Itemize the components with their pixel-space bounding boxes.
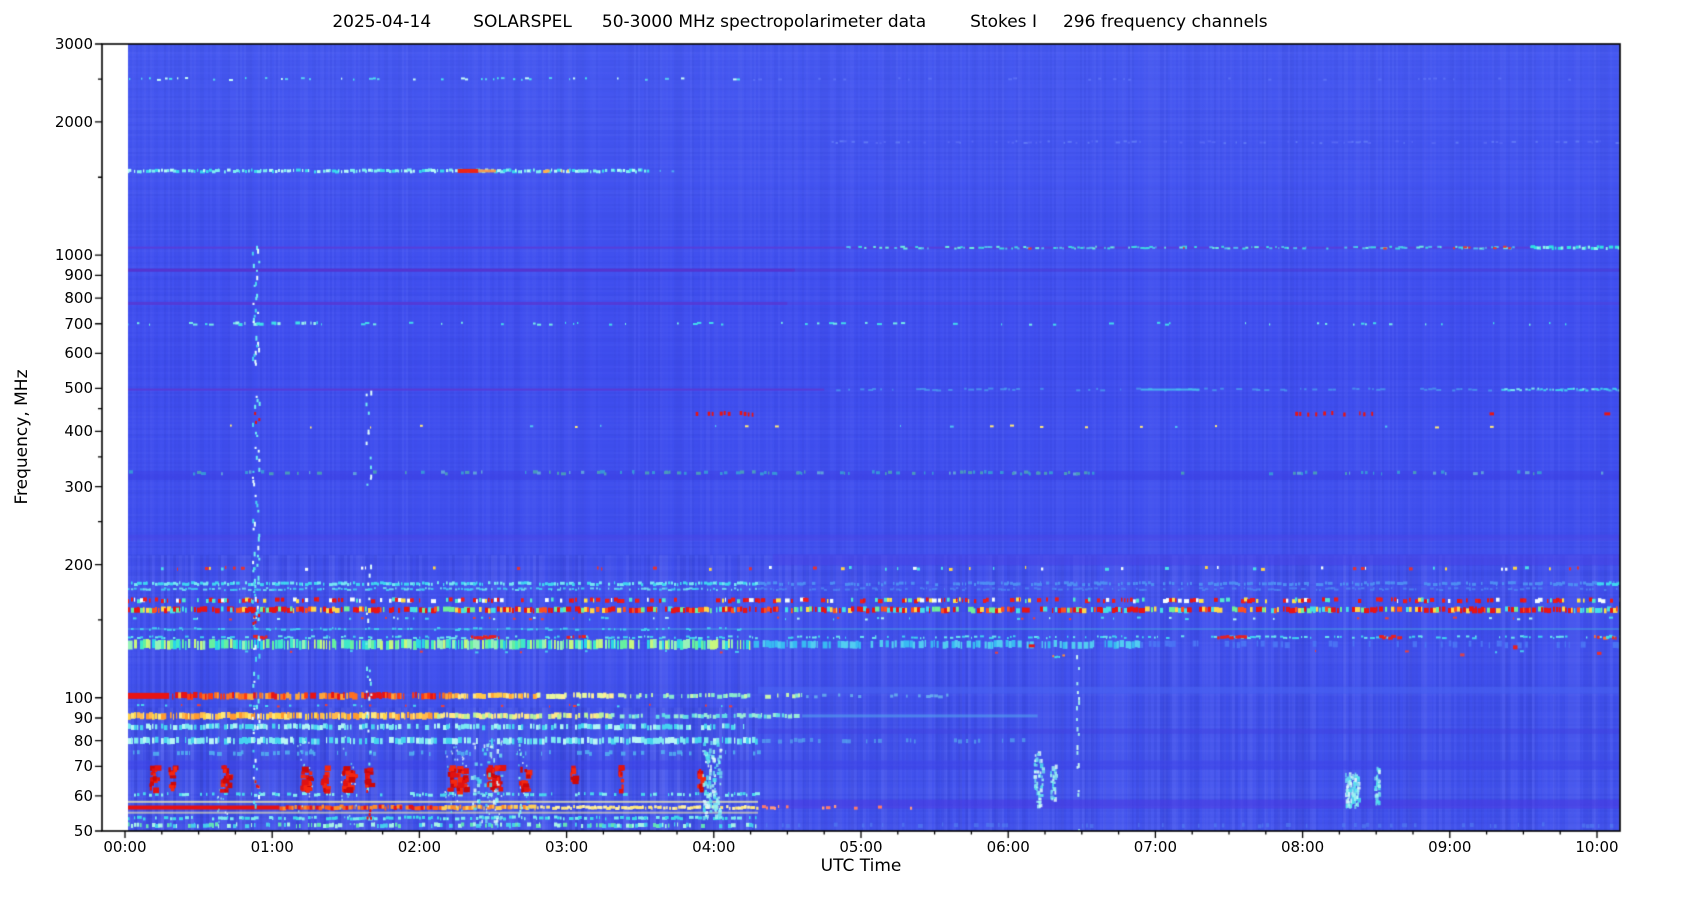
y-tick-label: 400 (64, 422, 93, 441)
title-stokes: Stokes I (970, 12, 1037, 32)
x-tick-label: 06:00 (986, 838, 1030, 856)
y-tick-label: 300 (64, 477, 93, 496)
x-tick-label: 07:00 (1133, 838, 1177, 856)
title-date: 2025-04-14 (332, 12, 432, 32)
y-tick-label: 50 (73, 822, 93, 840)
title-description: 50-3000 MHz spectropolarimeter data (601, 12, 927, 32)
x-tick-label: 08:00 (1280, 838, 1325, 856)
x-tick-label: 02:00 (397, 838, 441, 856)
y-tick-label: 80 (73, 731, 93, 750)
x-tick-label: 05:00 (839, 838, 883, 856)
y-tick-label: 700 (64, 314, 93, 333)
title-instrument: SOLARSPEL (473, 12, 572, 32)
y-tick-label: 900 (64, 266, 93, 285)
y-tick-label: 100 (64, 688, 93, 707)
x-tick-label: 01:00 (250, 838, 294, 856)
x-tick-label: 03:00 (544, 838, 589, 856)
y-tick-label: 2000 (54, 112, 93, 131)
x-axis-label: UTC Time (820, 856, 902, 876)
y-tick-label: 800 (64, 289, 93, 308)
y-tick-label: 3000 (54, 35, 93, 53)
y-tick-label: 1000 (54, 246, 93, 265)
title-channels: 296 frequency channels (1062, 12, 1268, 32)
y-tick-label: 600 (64, 344, 93, 363)
x-tick-label: 00:00 (103, 838, 147, 856)
y-tick-label: 200 (64, 555, 93, 574)
y-tick-label: 70 (73, 757, 93, 776)
y-tick-label: 500 (64, 379, 93, 398)
y-tick-label: 90 (73, 709, 93, 728)
x-tick-label: 10:00 (1575, 838, 1619, 856)
x-tick-label: 09:00 (1428, 838, 1472, 856)
x-tick-label: 04:00 (692, 838, 736, 856)
y-tick-label: 60 (73, 786, 93, 805)
plot-title: 2025-04-14 SOLARSPEL 50-3000 MHz spectro… (0, 12, 1600, 32)
